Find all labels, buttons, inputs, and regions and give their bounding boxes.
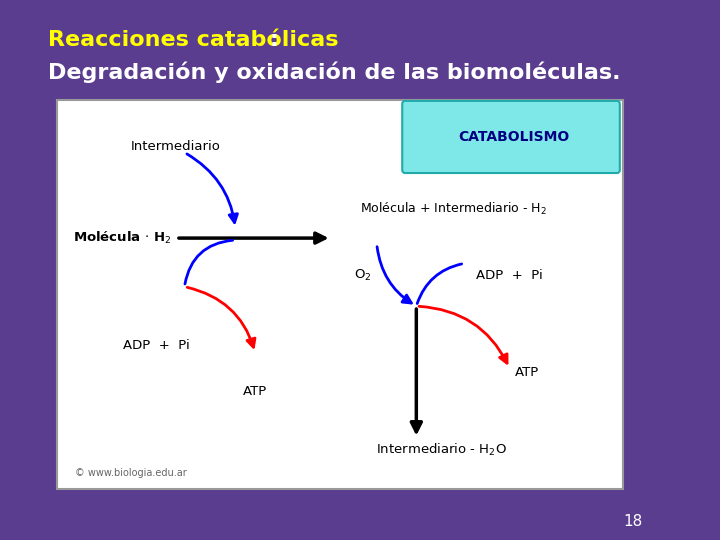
FancyBboxPatch shape (402, 101, 620, 173)
Text: Reacciones catabólicas: Reacciones catabólicas (48, 30, 338, 50)
Text: ADP  +  Pi: ADP + Pi (476, 268, 543, 281)
Text: O$_2$: O$_2$ (354, 267, 372, 282)
Text: Intermediario: Intermediario (131, 140, 221, 153)
Text: Intermediario - H$_2$O: Intermediario - H$_2$O (377, 442, 507, 458)
Text: ATP: ATP (243, 385, 267, 399)
Text: ADP  +  Pi: ADP + Pi (123, 339, 189, 352)
Text: :: : (270, 30, 279, 50)
Text: © www.biologia.edu.ar: © www.biologia.edu.ar (75, 468, 186, 478)
Text: 18: 18 (623, 515, 642, 530)
Text: Degradación y oxidación de las biomoléculas.: Degradación y oxidación de las biomolécu… (48, 61, 621, 83)
Text: ATP: ATP (515, 366, 539, 379)
Text: Molécula + Intermediario - H$_2$: Molécula + Intermediario - H$_2$ (359, 201, 546, 217)
Text: Molécula $\cdot$ H$_2$: Molécula $\cdot$ H$_2$ (73, 230, 171, 246)
Bar (58, 100, 623, 489)
Text: CATABOLISMO: CATABOLISMO (459, 130, 570, 144)
